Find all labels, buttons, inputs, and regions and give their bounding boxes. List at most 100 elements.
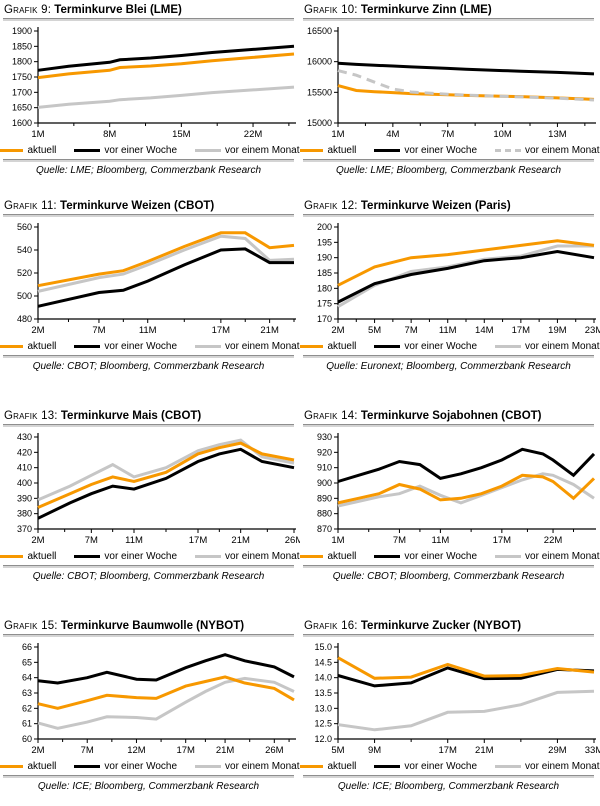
divider	[303, 18, 594, 21]
divider	[303, 565, 594, 568]
svg-text:930: 930	[317, 432, 332, 442]
svg-text:17M: 17M	[189, 535, 208, 546]
legend-item-woche: vor einer Woche	[374, 145, 477, 156]
svg-text:1750: 1750	[12, 72, 32, 82]
svg-text:500: 500	[17, 291, 32, 301]
chart-card-mais: Grafik 13: Terminkurve Mais (CBOT) 370 38…	[0, 406, 300, 616]
chart-title: Grafik 10: Terminkurve Zinn (LME)	[304, 4, 594, 16]
legend-swatch-aktuell	[300, 764, 324, 768]
legend-label: vor einer Woche	[104, 550, 178, 562]
svg-text:430: 430	[17, 432, 32, 442]
legend-swatch-aktuell	[0, 554, 24, 558]
svg-text:520: 520	[17, 268, 32, 278]
divider	[303, 424, 594, 427]
series-line-vor_einem_monat	[37, 234, 295, 293]
divider	[3, 634, 294, 637]
legend-label: vor einer Woche	[404, 340, 478, 352]
legend-swatch-woche	[74, 344, 101, 348]
svg-text:390: 390	[17, 493, 32, 503]
legend-item-woche: vor einer Woche	[74, 761, 177, 772]
plot-area: 370 380 390 400 410 420 430 2M 7M 11M 17M 21M 26M	[17, 432, 300, 546]
svg-text:7M: 7M	[92, 325, 105, 336]
legend-label: aktuell	[327, 760, 357, 772]
svg-text:21M: 21M	[216, 745, 235, 756]
svg-text:7M: 7M	[85, 535, 98, 546]
line-chart-mais: 370 380 390 400 410 420 430 2M 7M 11M 17M 21M 26M	[3, 429, 300, 549]
legend-swatch-aktuell	[0, 344, 24, 348]
legend-item-aktuell: aktuell	[300, 551, 356, 562]
legend-label: aktuell	[27, 144, 57, 156]
legend-item-woche: vor einer Woche	[374, 551, 477, 562]
divider	[3, 424, 294, 427]
legend-item-woche: vor einer Woche	[74, 341, 177, 352]
svg-text:11M: 11M	[439, 325, 457, 336]
legend-swatch-aktuell	[0, 764, 24, 768]
chart-number-label: Grafik 15:	[4, 620, 58, 632]
series-line-aktuell	[337, 239, 595, 287]
series-line-vor_einer_woche	[37, 247, 294, 308]
svg-text:195: 195	[317, 237, 332, 247]
legend-swatch-monat	[495, 344, 522, 348]
svg-text:13.5: 13.5	[314, 688, 332, 698]
source-caption: Quelle: ICE; Bloomberg, Commerzbank Rese…	[337, 781, 560, 792]
svg-text:1800: 1800	[12, 57, 32, 67]
divider	[3, 775, 294, 778]
chart-number-label: Grafik 11:	[4, 200, 57, 212]
chart-name: Terminkurve Baumwolle (NYBOT)	[60, 620, 245, 632]
series-line-vor_einem_monat	[337, 244, 594, 308]
plot-area: 60 61 62 63 64 65 66 2M 7M 12M 17M 21M 26M	[22, 642, 296, 756]
series-line-vor_einem_monat	[337, 472, 595, 508]
svg-text:11M: 11M	[432, 535, 450, 546]
legend-item-woche: vor einer Woche	[74, 145, 177, 156]
legend-item-aktuell: aktuell	[300, 145, 356, 156]
svg-text:7M: 7M	[441, 129, 454, 140]
svg-text:15M: 15M	[172, 129, 191, 140]
legend-swatch-woche	[374, 554, 401, 558]
divider	[303, 355, 594, 358]
chart-card-blei: Grafik 9: Terminkurve Blei (LME) 1600 165…	[0, 0, 300, 196]
legend-item-monat: vor einem Monat	[495, 761, 600, 772]
legend-item-aktuell: aktuell	[0, 145, 56, 156]
svg-text:16500: 16500	[307, 26, 332, 36]
legend-label: vor einer Woche	[104, 340, 178, 352]
series-line-aktuell	[37, 231, 295, 288]
series-line-vor_einer_woche	[337, 447, 596, 483]
chart-legend: aktuell vor einer Woche vor einem Monat	[0, 339, 300, 353]
svg-text:61: 61	[22, 719, 32, 729]
svg-text:400: 400	[17, 478, 32, 488]
svg-text:64: 64	[22, 673, 32, 683]
svg-text:14M: 14M	[475, 325, 494, 336]
divider	[3, 214, 294, 217]
plot-area: 170 175 180 185 190 195 200 2M 5M 7M 11M 14M 17M 19M 2…	[317, 222, 600, 336]
svg-text:900: 900	[317, 478, 332, 488]
svg-text:540: 540	[17, 245, 32, 255]
legend-swatch-aktuell	[300, 554, 324, 558]
chart-name: Terminkurve Mais (CBOT)	[60, 410, 202, 422]
chart-number-label: Grafik 13:	[4, 410, 58, 422]
svg-text:12.5: 12.5	[314, 719, 332, 729]
svg-text:26M: 26M	[265, 745, 284, 756]
svg-text:890: 890	[317, 493, 332, 503]
svg-text:480: 480	[17, 314, 32, 324]
source-caption: Quelle: LME; Bloomberg, Commerzbank Rese…	[335, 165, 562, 176]
svg-text:62: 62	[22, 703, 32, 713]
plot-area: 480 500 520 540 560 2M 7M 11M 17M 21M	[17, 222, 296, 336]
legend-swatch-monat	[195, 764, 222, 768]
series-line-aktuell	[337, 656, 595, 680]
svg-text:1700: 1700	[12, 87, 32, 97]
legend-label: aktuell	[27, 760, 57, 772]
svg-text:880: 880	[317, 509, 332, 519]
chart-number-label: Grafik 9:	[4, 4, 52, 16]
svg-text:200: 200	[317, 222, 332, 232]
series-line-aktuell	[37, 675, 295, 710]
svg-text:22M: 22M	[244, 129, 263, 140]
legend-item-woche: vor einer Woche	[374, 341, 477, 352]
svg-text:9M: 9M	[368, 745, 381, 756]
svg-text:13.0: 13.0	[314, 703, 332, 713]
divider	[3, 565, 294, 568]
legend-item-aktuell: aktuell	[0, 551, 56, 562]
svg-text:5M: 5M	[331, 745, 344, 756]
legend-label: vor einer Woche	[104, 760, 178, 772]
svg-text:11M: 11M	[139, 325, 157, 336]
series-line-vor_einem_monat	[337, 689, 595, 732]
